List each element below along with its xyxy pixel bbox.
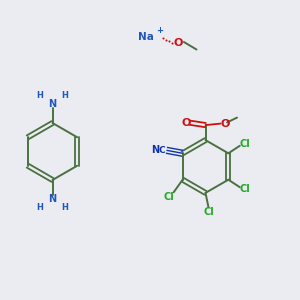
Text: H: H bbox=[62, 91, 68, 100]
Text: N: N bbox=[48, 99, 57, 109]
Text: H: H bbox=[37, 203, 43, 212]
Text: Cl: Cl bbox=[240, 184, 250, 194]
Text: N: N bbox=[152, 145, 160, 155]
Text: O: O bbox=[174, 38, 183, 49]
Text: H: H bbox=[62, 203, 68, 212]
Text: Cl: Cl bbox=[240, 139, 250, 149]
Text: Cl: Cl bbox=[203, 207, 214, 218]
Text: H: H bbox=[37, 91, 43, 100]
Text: N: N bbox=[48, 194, 57, 204]
Text: +: + bbox=[156, 26, 164, 35]
Text: O: O bbox=[220, 118, 230, 129]
Text: Cl: Cl bbox=[164, 192, 175, 202]
Text: O: O bbox=[181, 118, 190, 128]
Text: C: C bbox=[159, 146, 166, 155]
Text: Na: Na bbox=[138, 32, 153, 43]
